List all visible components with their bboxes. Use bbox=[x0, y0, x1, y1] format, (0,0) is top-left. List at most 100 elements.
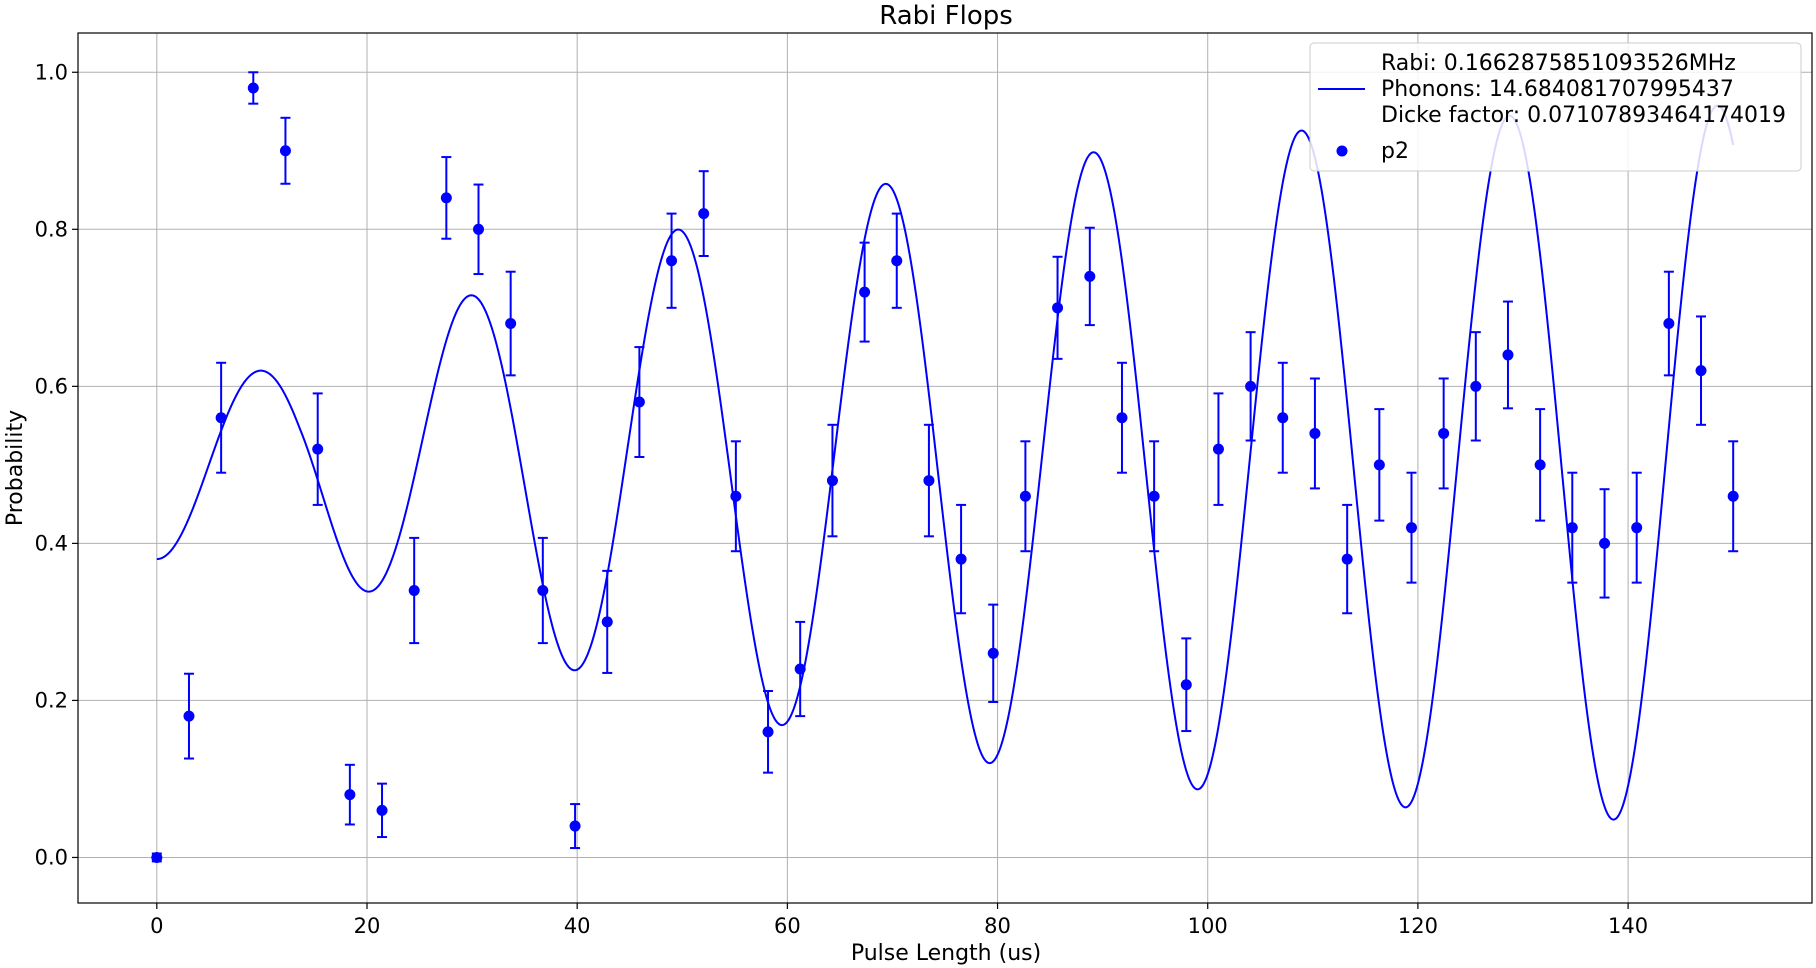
point-marker bbox=[1470, 380, 1482, 392]
y-axis-ticks: 0.0 0.2 0.4 0.6 0.8 1.0 bbox=[35, 60, 78, 869]
data-point bbox=[1631, 471, 1643, 584]
point-marker bbox=[1373, 459, 1385, 471]
data-point bbox=[1502, 300, 1514, 410]
data-point bbox=[666, 212, 678, 309]
y-tick-label: 0.2 bbox=[35, 688, 68, 712]
point-marker bbox=[1212, 443, 1224, 455]
point-marker bbox=[215, 412, 227, 424]
point-marker bbox=[859, 286, 871, 298]
data-point bbox=[569, 803, 581, 850]
point-marker bbox=[666, 255, 678, 267]
data-point bbox=[1470, 331, 1482, 442]
data-point bbox=[762, 689, 774, 774]
point-marker bbox=[1309, 427, 1321, 439]
data-point bbox=[312, 392, 324, 506]
point-marker bbox=[601, 616, 613, 628]
data-point bbox=[279, 116, 291, 185]
point-marker bbox=[1695, 365, 1707, 377]
data-point bbox=[891, 212, 903, 309]
legend-p2-marker bbox=[1336, 145, 1348, 157]
point-marker bbox=[376, 804, 388, 816]
legend-p2-label: p2 bbox=[1381, 139, 1409, 164]
data-point bbox=[955, 503, 967, 615]
data-point bbox=[505, 270, 517, 377]
point-marker bbox=[1502, 349, 1514, 361]
y-tick-label: 0.8 bbox=[35, 217, 68, 241]
y-tick-label: 0.4 bbox=[35, 531, 68, 555]
data-point bbox=[1116, 361, 1128, 474]
point-marker bbox=[923, 475, 935, 487]
point-marker bbox=[1727, 490, 1739, 502]
legend-box bbox=[1309, 42, 1802, 172]
point-marker bbox=[794, 663, 806, 675]
point-marker bbox=[891, 255, 903, 267]
point-marker bbox=[826, 475, 838, 487]
x-tick-label: 0 bbox=[150, 914, 163, 938]
point-marker bbox=[569, 820, 581, 832]
data-point bbox=[1052, 255, 1064, 360]
data-point bbox=[1599, 488, 1611, 599]
point-marker bbox=[183, 710, 195, 722]
data-point bbox=[537, 536, 549, 645]
point-marker bbox=[1599, 537, 1611, 549]
x-tick-label: 40 bbox=[564, 914, 591, 938]
legend-fit-rabi: Rabi: 0.1662875851093526MHz bbox=[1381, 51, 1736, 76]
y-tick-label: 1.0 bbox=[35, 60, 68, 84]
x-tick-label: 80 bbox=[984, 914, 1011, 938]
point-marker bbox=[151, 851, 163, 863]
data-point bbox=[1695, 315, 1707, 426]
data-point bbox=[923, 423, 935, 538]
point-marker bbox=[537, 584, 549, 596]
fit-curve bbox=[156, 104, 1735, 821]
chart-title: Rabi Flops bbox=[879, 1, 1013, 31]
point-marker bbox=[247, 82, 259, 94]
data-point bbox=[1663, 270, 1675, 377]
point-marker bbox=[1631, 522, 1643, 534]
data-point bbox=[1084, 226, 1096, 327]
data-point bbox=[601, 569, 613, 674]
point-marker bbox=[1245, 380, 1257, 392]
data-point bbox=[408, 536, 420, 645]
x-tick-label: 140 bbox=[1608, 914, 1648, 938]
point-marker bbox=[698, 208, 710, 220]
point-marker bbox=[473, 223, 485, 235]
y-tick-label: 0.0 bbox=[35, 845, 68, 869]
data-point bbox=[1534, 408, 1546, 522]
data-point bbox=[1727, 440, 1739, 553]
fit-curve-layer bbox=[156, 104, 1735, 821]
point-marker bbox=[1663, 318, 1675, 330]
point-marker bbox=[1405, 522, 1417, 534]
data-point bbox=[473, 183, 485, 276]
point-marker bbox=[1341, 553, 1353, 565]
data-point bbox=[215, 361, 227, 474]
legend-fit-phonons: Phonons: 14.684081707995437 bbox=[1381, 77, 1734, 102]
point-marker bbox=[408, 584, 420, 596]
data-point bbox=[1309, 377, 1321, 490]
point-marker bbox=[955, 553, 967, 565]
point-marker bbox=[344, 789, 356, 801]
point-marker bbox=[633, 396, 645, 408]
point-marker bbox=[762, 726, 774, 738]
legend-fit-dicke: Dicke factor: 0.07107893464174019 bbox=[1381, 103, 1786, 128]
data-point bbox=[698, 170, 710, 257]
data-point bbox=[1245, 331, 1257, 442]
plot-area-frame bbox=[77, 32, 1813, 904]
data-point bbox=[633, 346, 645, 459]
data-point bbox=[730, 440, 742, 553]
x-axis-ticks: 0 20 40 60 80 100 120 140 bbox=[150, 903, 1648, 938]
data-point bbox=[440, 156, 452, 240]
point-marker bbox=[1148, 490, 1160, 502]
point-marker bbox=[505, 318, 517, 330]
point-marker bbox=[440, 192, 452, 204]
data-point bbox=[1373, 408, 1385, 522]
data-point bbox=[859, 241, 871, 343]
legend: Rabi: 0.1662875851093526MHz Phonons: 14.… bbox=[1309, 42, 1802, 172]
data-point bbox=[376, 782, 388, 839]
data-point bbox=[1148, 440, 1160, 553]
point-marker bbox=[1277, 412, 1289, 424]
point-marker bbox=[1180, 679, 1192, 691]
data-point bbox=[1019, 440, 1031, 553]
point-marker bbox=[987, 647, 999, 659]
data-point bbox=[344, 763, 356, 826]
